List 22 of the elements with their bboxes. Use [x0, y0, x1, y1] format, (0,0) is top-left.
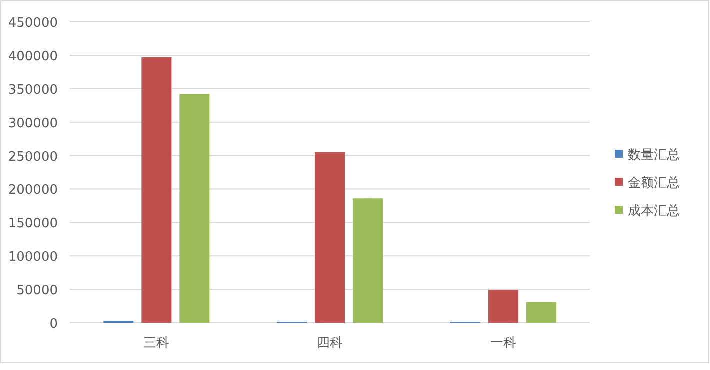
legend-label: 数量汇总: [628, 148, 680, 163]
bar: [315, 152, 345, 323]
y-tick-label: 300000: [8, 116, 58, 132]
x-tick-label: 三科: [144, 336, 170, 351]
y-tick-label: 50000: [16, 284, 58, 299]
y-tick-label: 250000: [8, 150, 58, 165]
bar: [142, 57, 172, 323]
y-tick-label: 100000: [8, 250, 58, 266]
y-tick-label: 150000: [8, 216, 58, 232]
bar: [180, 94, 210, 323]
x-tick-label: 四科: [317, 336, 343, 351]
legend-label: 成本汇总: [628, 204, 680, 219]
y-tick-label: 0: [50, 317, 58, 332]
bar: [353, 198, 383, 323]
y-tick-label: 200000: [8, 183, 58, 198]
x-tick-label: 一科: [490, 336, 516, 351]
y-tick-label: 400000: [8, 49, 58, 64]
y-tick-label: 350000: [8, 82, 58, 98]
y-tick-label: 450000: [8, 16, 58, 31]
legend-label: 金额汇总: [628, 176, 680, 191]
bar: [526, 302, 556, 323]
bar: [488, 290, 518, 323]
